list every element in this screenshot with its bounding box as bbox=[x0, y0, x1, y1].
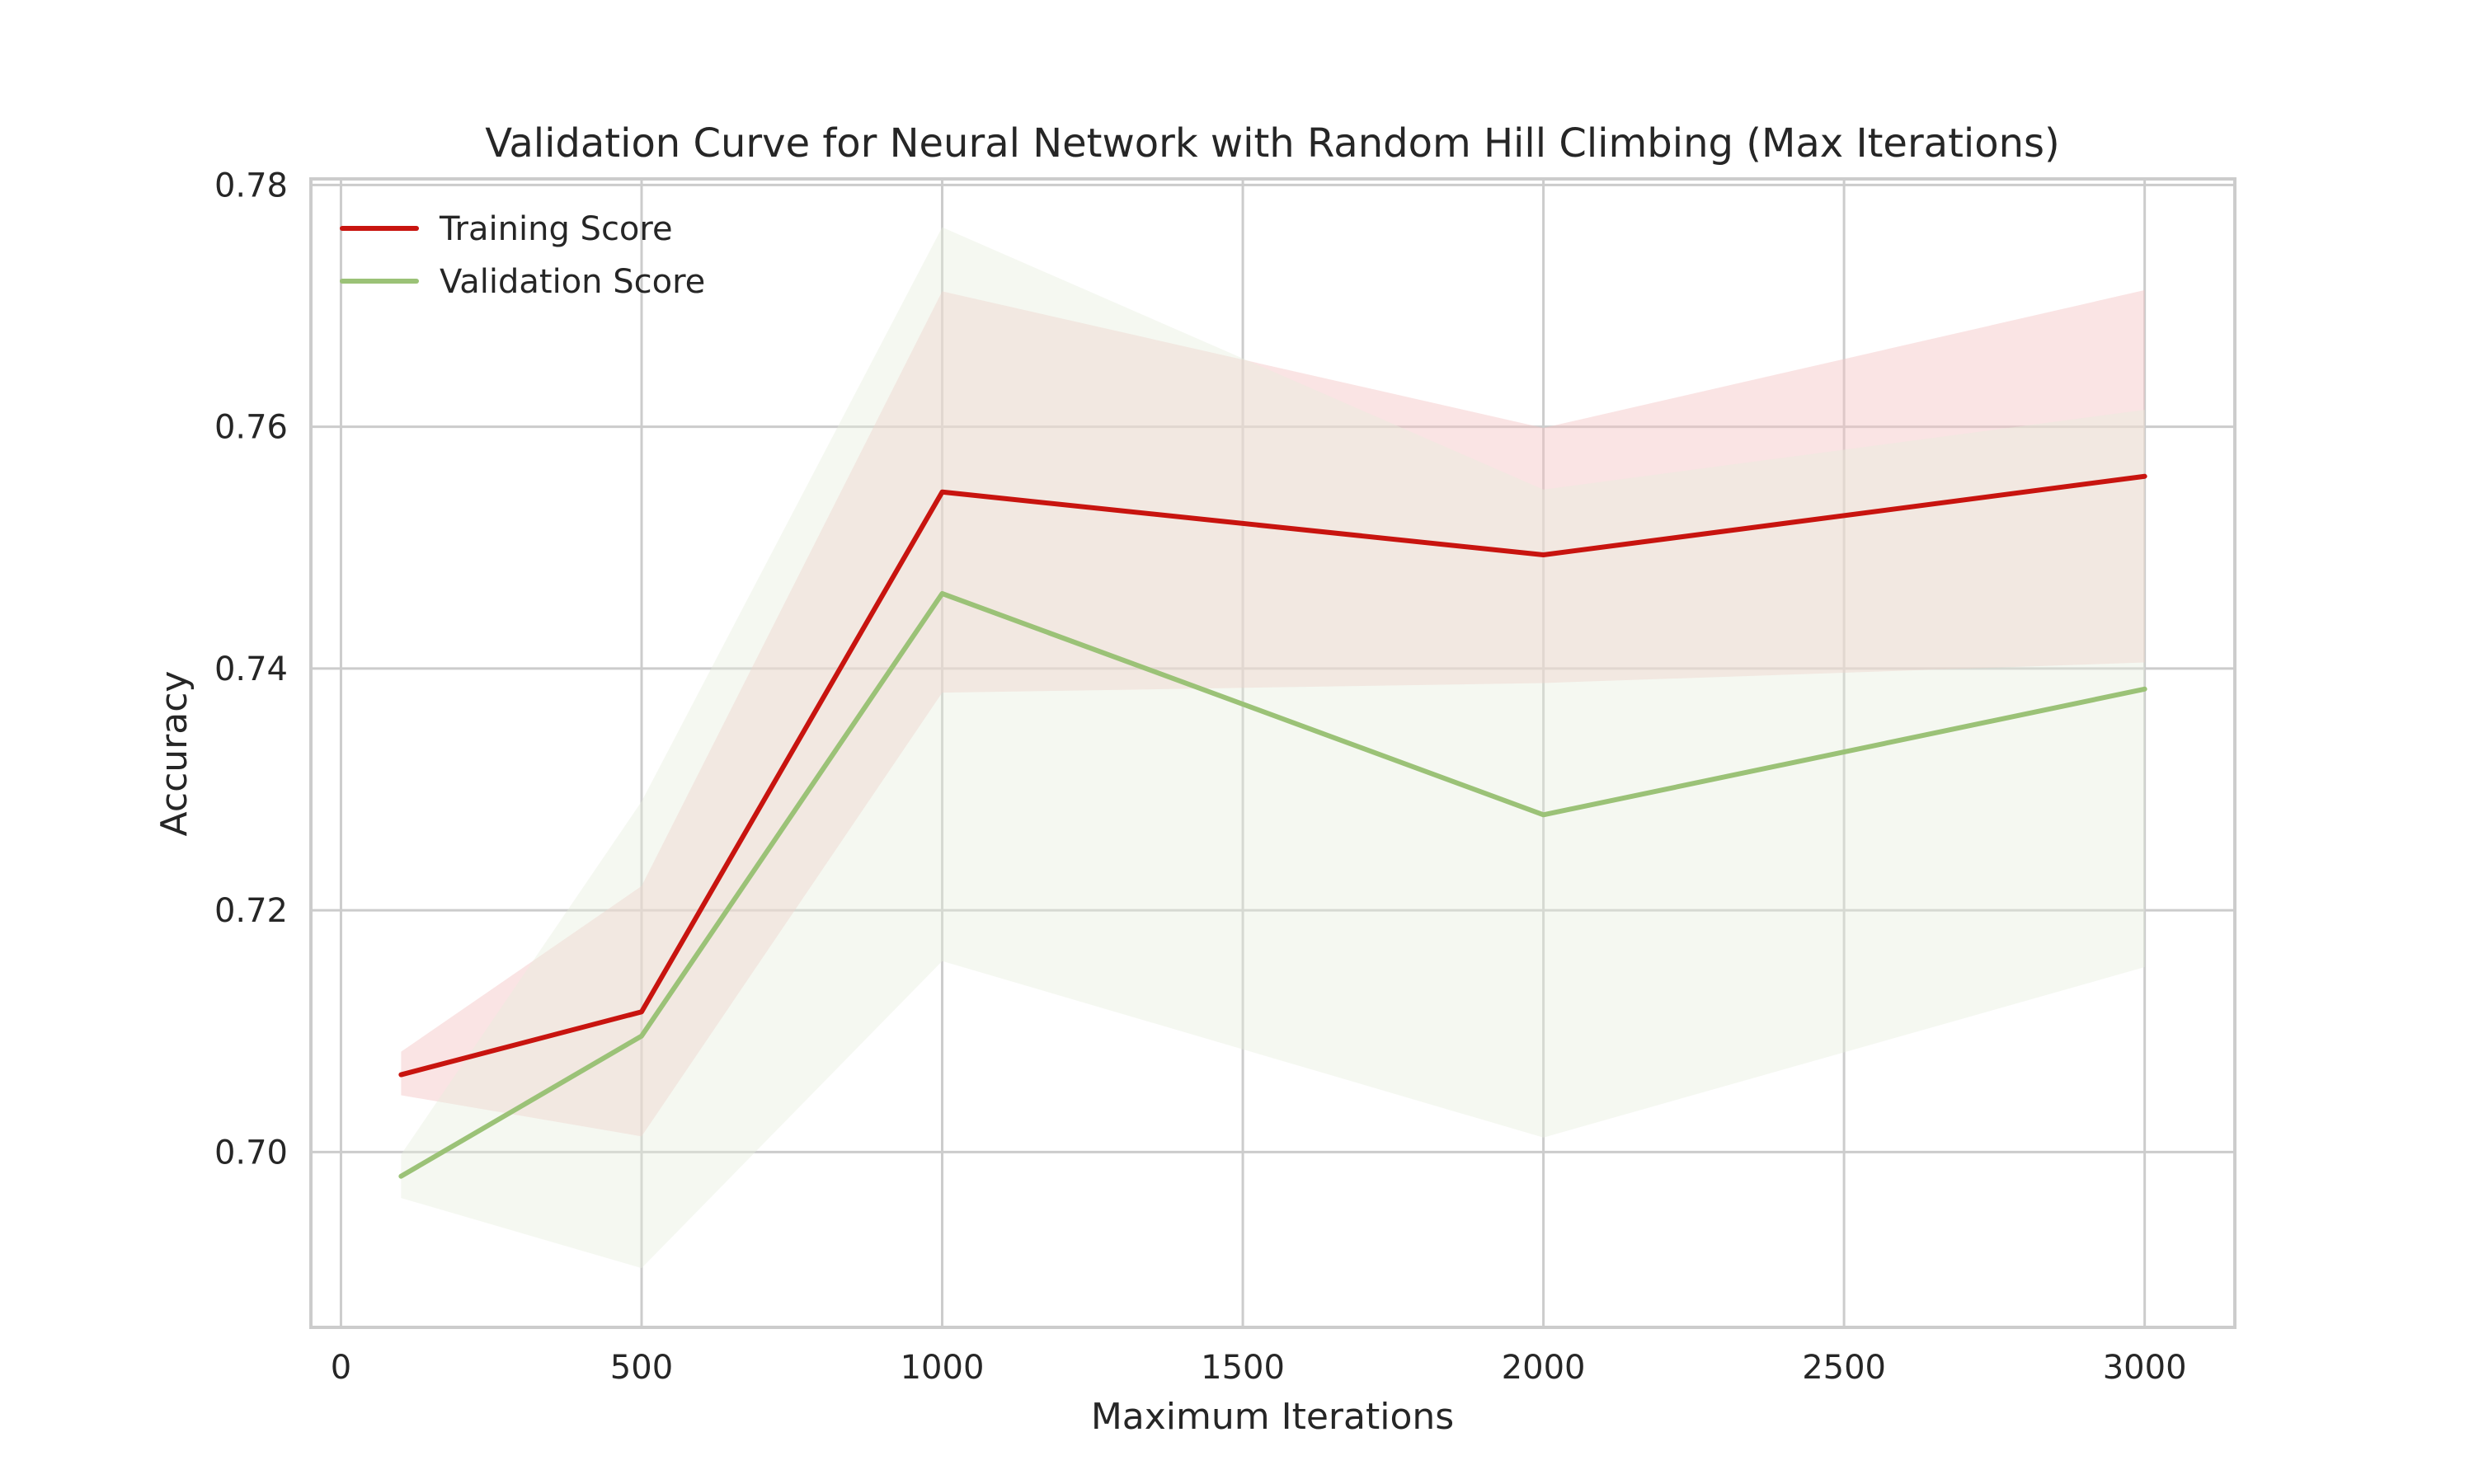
x-tick-label: 3000 bbox=[2103, 1349, 2187, 1387]
legend-label-0: Training Score bbox=[439, 210, 673, 248]
x-axis-label: Maximum Iterations bbox=[1091, 1396, 1454, 1438]
y-tick-label: 0.70 bbox=[214, 1134, 288, 1172]
y-tick-label: 0.72 bbox=[214, 892, 288, 930]
legend: Training Score Validation Score bbox=[340, 210, 705, 301]
chart-title: Validation Curve for Neural Network with… bbox=[485, 120, 2060, 167]
x-tick-label: 500 bbox=[610, 1349, 673, 1387]
grid bbox=[311, 179, 2235, 1327]
series-line-1 bbox=[398, 590, 2147, 1179]
x-tick-label: 0 bbox=[331, 1349, 351, 1387]
series-band-0 bbox=[401, 289, 2145, 1137]
x-tick-label: 2500 bbox=[1802, 1349, 1886, 1387]
y-tick-label: 0.74 bbox=[214, 650, 288, 688]
x-tick-labels: 0 500 1000 1500 2000 2500 3000 bbox=[331, 1349, 2187, 1387]
y-tick-labels: 0.70 0.72 0.74 0.76 0.78 bbox=[214, 167, 288, 1172]
series-lines bbox=[398, 473, 2147, 1179]
series-band-1 bbox=[401, 227, 2145, 1269]
x-tick-label: 2000 bbox=[1502, 1349, 1586, 1387]
series-line-0 bbox=[398, 473, 2147, 1078]
x-tick-label: 1000 bbox=[901, 1349, 985, 1387]
y-tick-label: 0.76 bbox=[214, 409, 288, 447]
y-tick-label: 0.78 bbox=[214, 167, 288, 204]
confidence-bands bbox=[401, 227, 2145, 1269]
plot-frame bbox=[309, 177, 2236, 1329]
x-tick-label: 1500 bbox=[1201, 1349, 1285, 1387]
legend-label-1: Validation Score bbox=[440, 263, 705, 301]
y-axis-label: Accuracy bbox=[153, 671, 195, 837]
